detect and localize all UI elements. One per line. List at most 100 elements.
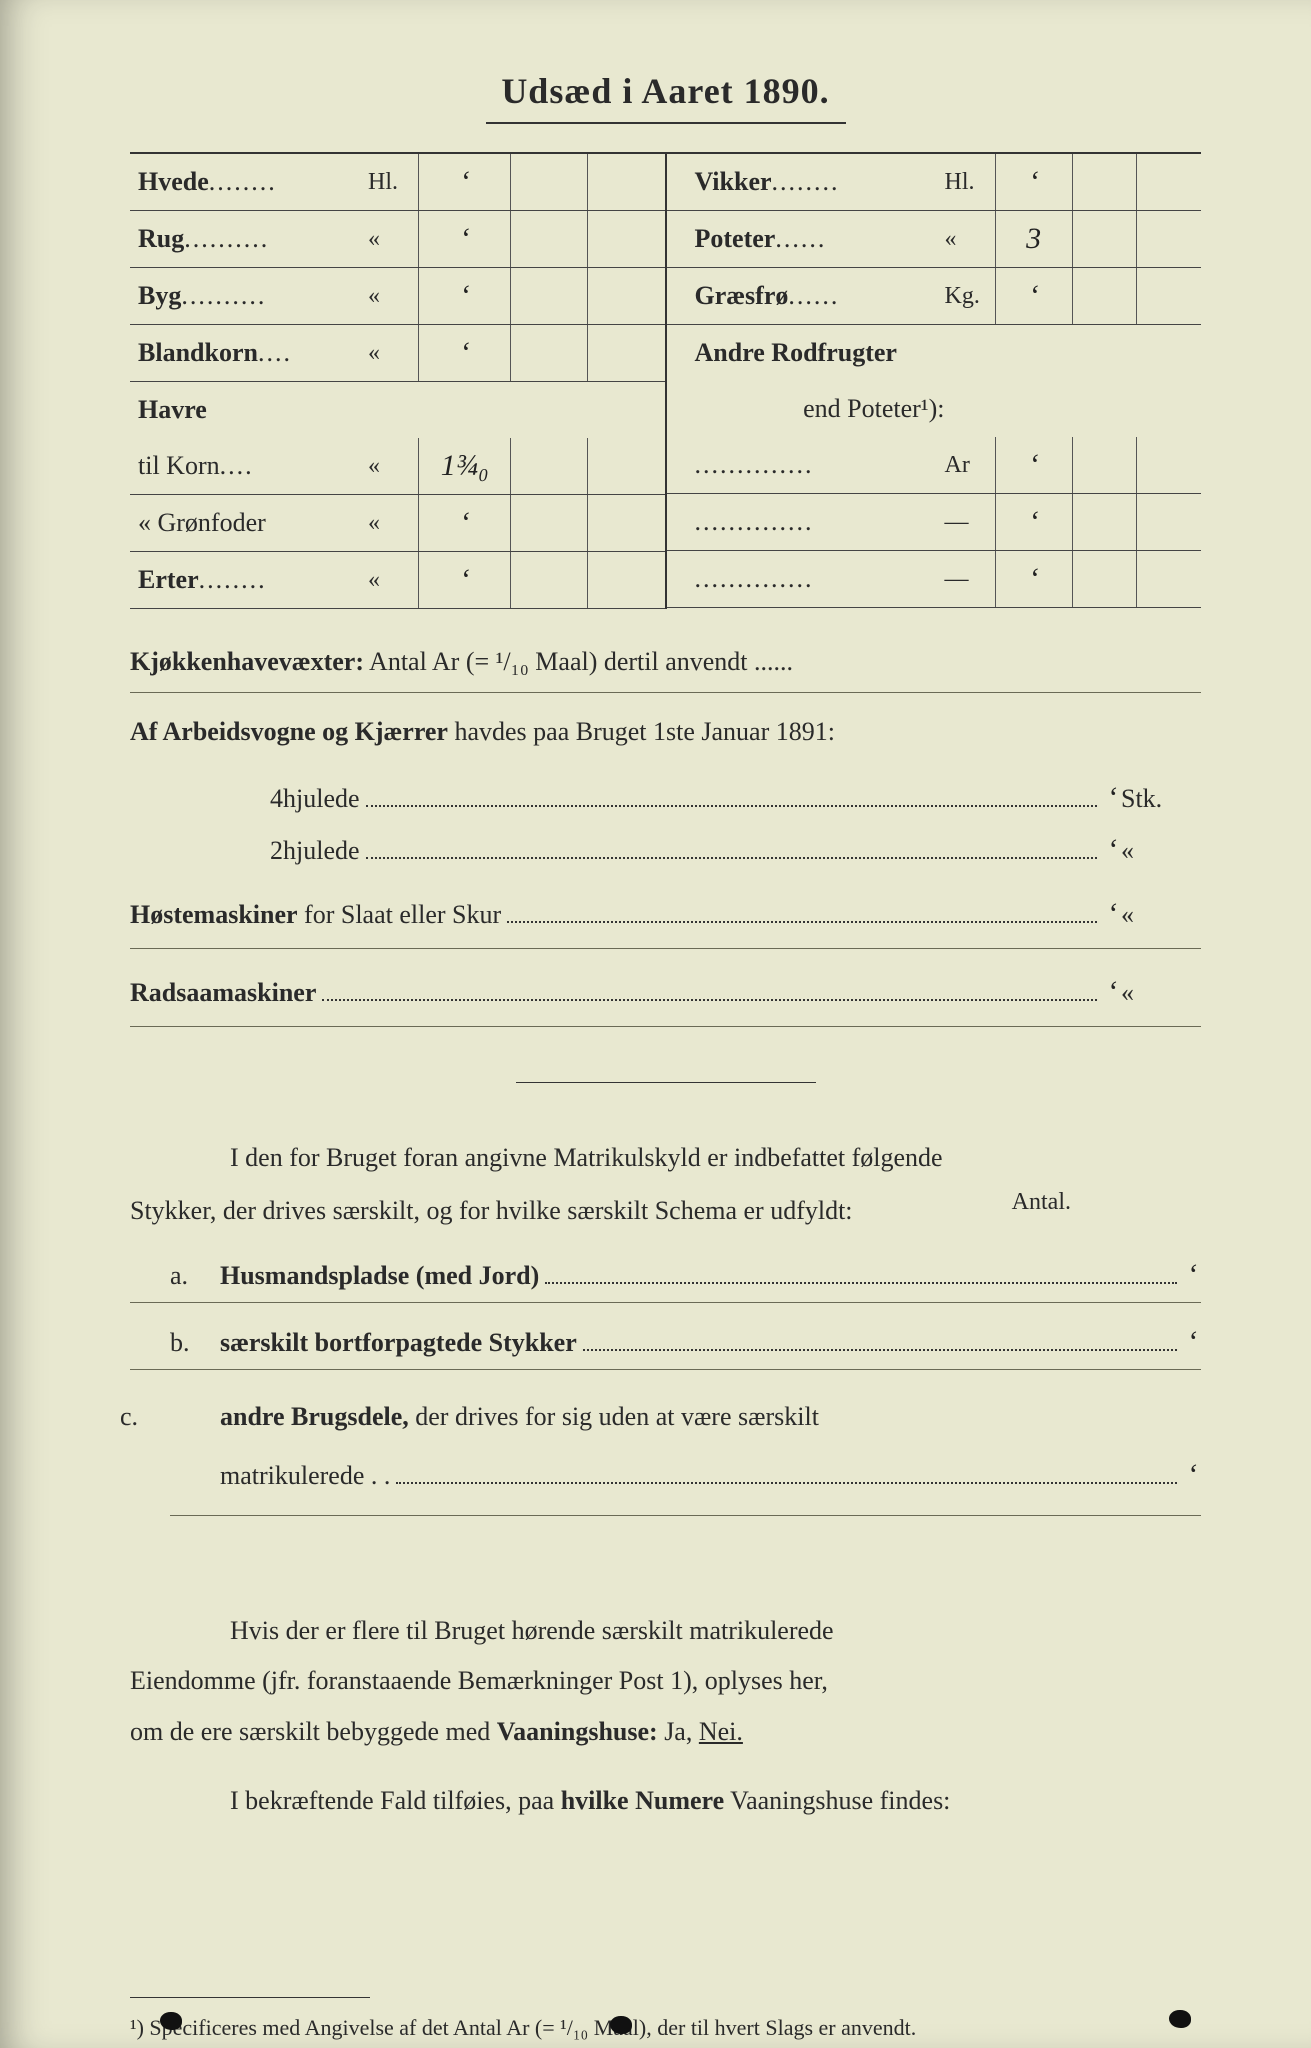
list-item: a.Husmandspladse (med Jord) ʻ (130, 1258, 1201, 1303)
table-cell (510, 552, 587, 608)
list-label: særskilt bortforpagtede Stykker (220, 1328, 577, 1358)
table-cell: ʻ (995, 154, 1072, 210)
row-label: Byg .......... (130, 281, 368, 311)
row-label: end Poteter¹): (667, 394, 945, 424)
paragraph-1-block: I den for Bruget foran angivne Matrikuls… (130, 1133, 1201, 1236)
table-cell (587, 438, 664, 494)
ink-blot (1169, 2010, 1191, 2028)
row-label: « Grønfoder (130, 508, 368, 538)
list-item: b.særskilt bortforpagtede Stykkerʻ (130, 1325, 1201, 1370)
row-unit: « (368, 340, 418, 367)
list-label: Husmandspladse (med Jord) (220, 1261, 539, 1291)
table-row: Hvede ........Hl.ʻ (130, 154, 665, 211)
row-cells: ʻ (418, 268, 665, 324)
table-cell (587, 268, 664, 324)
table-cell: ʻ (418, 495, 510, 551)
row-label: Erter ........ (130, 565, 368, 595)
wheel-unit: « (1121, 836, 1201, 866)
table-row: Blandkorn ....«ʻ (130, 325, 665, 382)
table-row: end Poteter¹): (667, 381, 1202, 437)
table-cell (1072, 154, 1137, 210)
page-title: Udsæd i Aaret 1890. (130, 70, 1201, 112)
table-row: Byg ..........«ʻ (130, 268, 665, 325)
radsaamaskiner-line: Radsaamaskiner ʻ « (130, 963, 1201, 1027)
table-cell (510, 268, 587, 324)
row-label: Havre (130, 395, 368, 425)
row-label: Vikker ........ (667, 167, 945, 197)
table-row: ..............—ʻ (667, 551, 1202, 608)
wheel-unit: Stk. (1121, 784, 1201, 814)
wheel-row: 2hjulede ʻ« (270, 833, 1201, 867)
seed-table-left-column: Hvede ........Hl.ʻRug ..........«ʻByg ..… (130, 154, 667, 609)
row-label: Andre Rodfrugter (667, 338, 945, 368)
table-cell (587, 325, 664, 381)
table-cell: 3 (995, 211, 1072, 267)
table-cell: 1¾₀ (418, 438, 510, 494)
row-unit: Hl. (945, 169, 995, 196)
footnote: ¹) Specificeres med Angivelse af det Ant… (130, 2010, 1201, 2045)
table-cell (1072, 211, 1137, 267)
paragraph-2-line-1: Hvis der er flere til Bruget hørende sær… (130, 1606, 1201, 1657)
paragraph-2-line-3: om de ere særskilt bebyggede med Vaaning… (130, 1707, 1201, 1758)
row-cells: ʻ (995, 494, 1202, 550)
title-underline (486, 122, 846, 124)
row-label: .............. (667, 507, 945, 537)
row-label: Blandkorn .... (130, 338, 368, 368)
table-cell (1136, 211, 1201, 267)
row-unit: « (368, 283, 418, 310)
row-label: Græsfrø ...... (667, 281, 945, 311)
row-cells: ʻ (418, 154, 665, 210)
table-cell (1136, 494, 1201, 550)
wheel-label: 4hjulede (270, 784, 360, 814)
separator-rule (516, 1082, 816, 1083)
row-unit: Ar (945, 452, 995, 479)
row-cells: ʻ (418, 325, 665, 381)
row-cells: 3 (995, 211, 1202, 267)
row-label: Hvede ........ (130, 167, 368, 197)
wheel-row: 4hjulede ʻStk. (270, 781, 1201, 815)
table-cell (510, 325, 587, 381)
table-cell: ʻ (418, 268, 510, 324)
paragraph-2-line-2: Eiendomme (jfr. foranstaaende Bemærkning… (130, 1656, 1201, 1707)
list-value: ʻ (1183, 1258, 1201, 1292)
arbeidsvogne-line: Af Arbeidsvogne og Kjærrer havdes paa Br… (130, 707, 1201, 762)
table-row: Erter ........«ʻ (130, 552, 665, 609)
row-label: Poteter ...... (667, 224, 945, 254)
row-cells: ʻ (418, 211, 665, 267)
table-cell: ʻ (995, 551, 1072, 607)
table-row: Græsfrø ......Kg.ʻ (667, 268, 1202, 325)
table-row: ..............Arʻ (667, 437, 1202, 494)
table-cell: ʻ (418, 552, 510, 608)
table-cell (1072, 437, 1137, 493)
row-label: .............. (667, 564, 945, 594)
list-value: ʻ (1183, 1325, 1201, 1359)
row-unit: « (368, 567, 418, 594)
antal-heading: Antal. (1012, 1189, 1071, 1216)
row-unit: « (945, 226, 995, 253)
list-block: a.Husmandspladse (med Jord)ʻb.særskilt b… (130, 1258, 1201, 1370)
dots-fill (583, 1325, 1177, 1350)
table-cell (587, 211, 664, 267)
paragraph-3: I bekræftende Fald tilføies, paa hvilke … (130, 1776, 1201, 1827)
seed-table: Hvede ........Hl.ʻRug ..........«ʻByg ..… (130, 152, 1201, 609)
wheel-value: ʻ (1103, 781, 1121, 815)
list-item-c: c.andre Brugsdele, der drives for sig ud… (130, 1392, 1201, 1516)
list-letter: a. (170, 1261, 220, 1291)
table-cell (510, 495, 587, 551)
wheel-label: 2hjulede (270, 836, 360, 866)
paragraph-1-line-1: I den for Bruget foran angivne Matrikuls… (130, 1133, 1201, 1182)
table-cell (1136, 551, 1201, 607)
row-cells: ʻ (995, 154, 1202, 210)
wheel-value: ʻ (1103, 833, 1121, 867)
table-cell (587, 495, 664, 551)
table-cell (1072, 551, 1137, 607)
row-unit: « (368, 453, 418, 480)
table-cell: ʻ (418, 325, 510, 381)
row-cells: ʻ (995, 551, 1202, 607)
table-cell (510, 438, 587, 494)
row-cells: ʻ (995, 268, 1202, 324)
seed-table-right-column: Vikker ........Hl.ʻPoteter ......«3Græsf… (667, 154, 1202, 609)
ink-blot (610, 2016, 632, 2034)
table-cell: ʻ (995, 437, 1072, 493)
table-cell: ʻ (418, 154, 510, 210)
